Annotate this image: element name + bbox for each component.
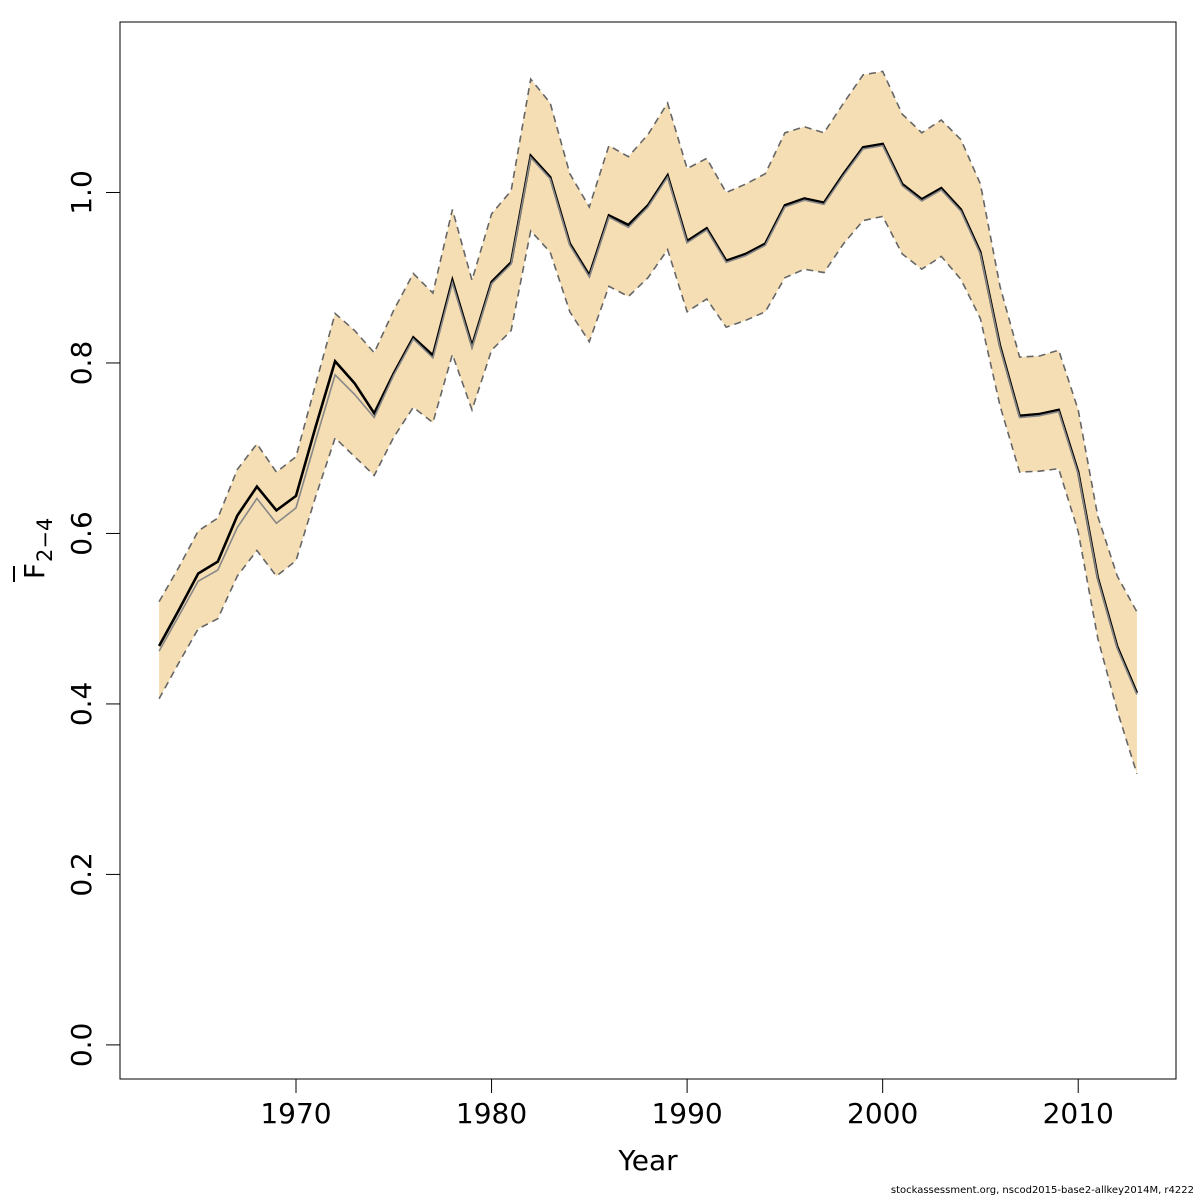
x-tick-label: 2000 bbox=[847, 1097, 918, 1130]
x-tick-label: 1990 bbox=[651, 1097, 722, 1130]
y-axis-title-base: F bbox=[18, 563, 51, 579]
y-tick-label: 1.0 bbox=[65, 170, 98, 215]
confidence-band bbox=[159, 71, 1137, 774]
y-axis-title-letter: F bbox=[18, 563, 51, 579]
lower-bound-line bbox=[158, 215, 1138, 775]
y-axis-title: F 2−4 bbox=[13, 518, 57, 582]
y-tick-label: 0.0 bbox=[65, 1023, 98, 1068]
y-axis-title-subscript: 2−4 bbox=[33, 518, 57, 562]
y-axis: 0.0 0.2 0.4 0.6 0.8 1.0 bbox=[65, 170, 121, 1068]
estimate-alt-line bbox=[158, 144, 1138, 695]
x-axis: 1970 1980 1990 2000 2010 bbox=[260, 1078, 1114, 1130]
y-tick-label: 0.8 bbox=[65, 341, 98, 386]
y-tick-label: 0.2 bbox=[65, 852, 98, 897]
x-tick-label: 2010 bbox=[1043, 1097, 1114, 1130]
x-tick-label: 1980 bbox=[456, 1097, 527, 1130]
y-tick-label: 0.6 bbox=[65, 511, 98, 556]
x-axis-title: Year bbox=[617, 1144, 678, 1177]
footer-credit: stockassessment.org, nscod2015-base2-all… bbox=[890, 1185, 1194, 1196]
y-tick-label: 0.4 bbox=[65, 682, 98, 727]
upper-bound-line bbox=[158, 70, 1138, 613]
x-tick-label: 1970 bbox=[260, 1097, 331, 1130]
